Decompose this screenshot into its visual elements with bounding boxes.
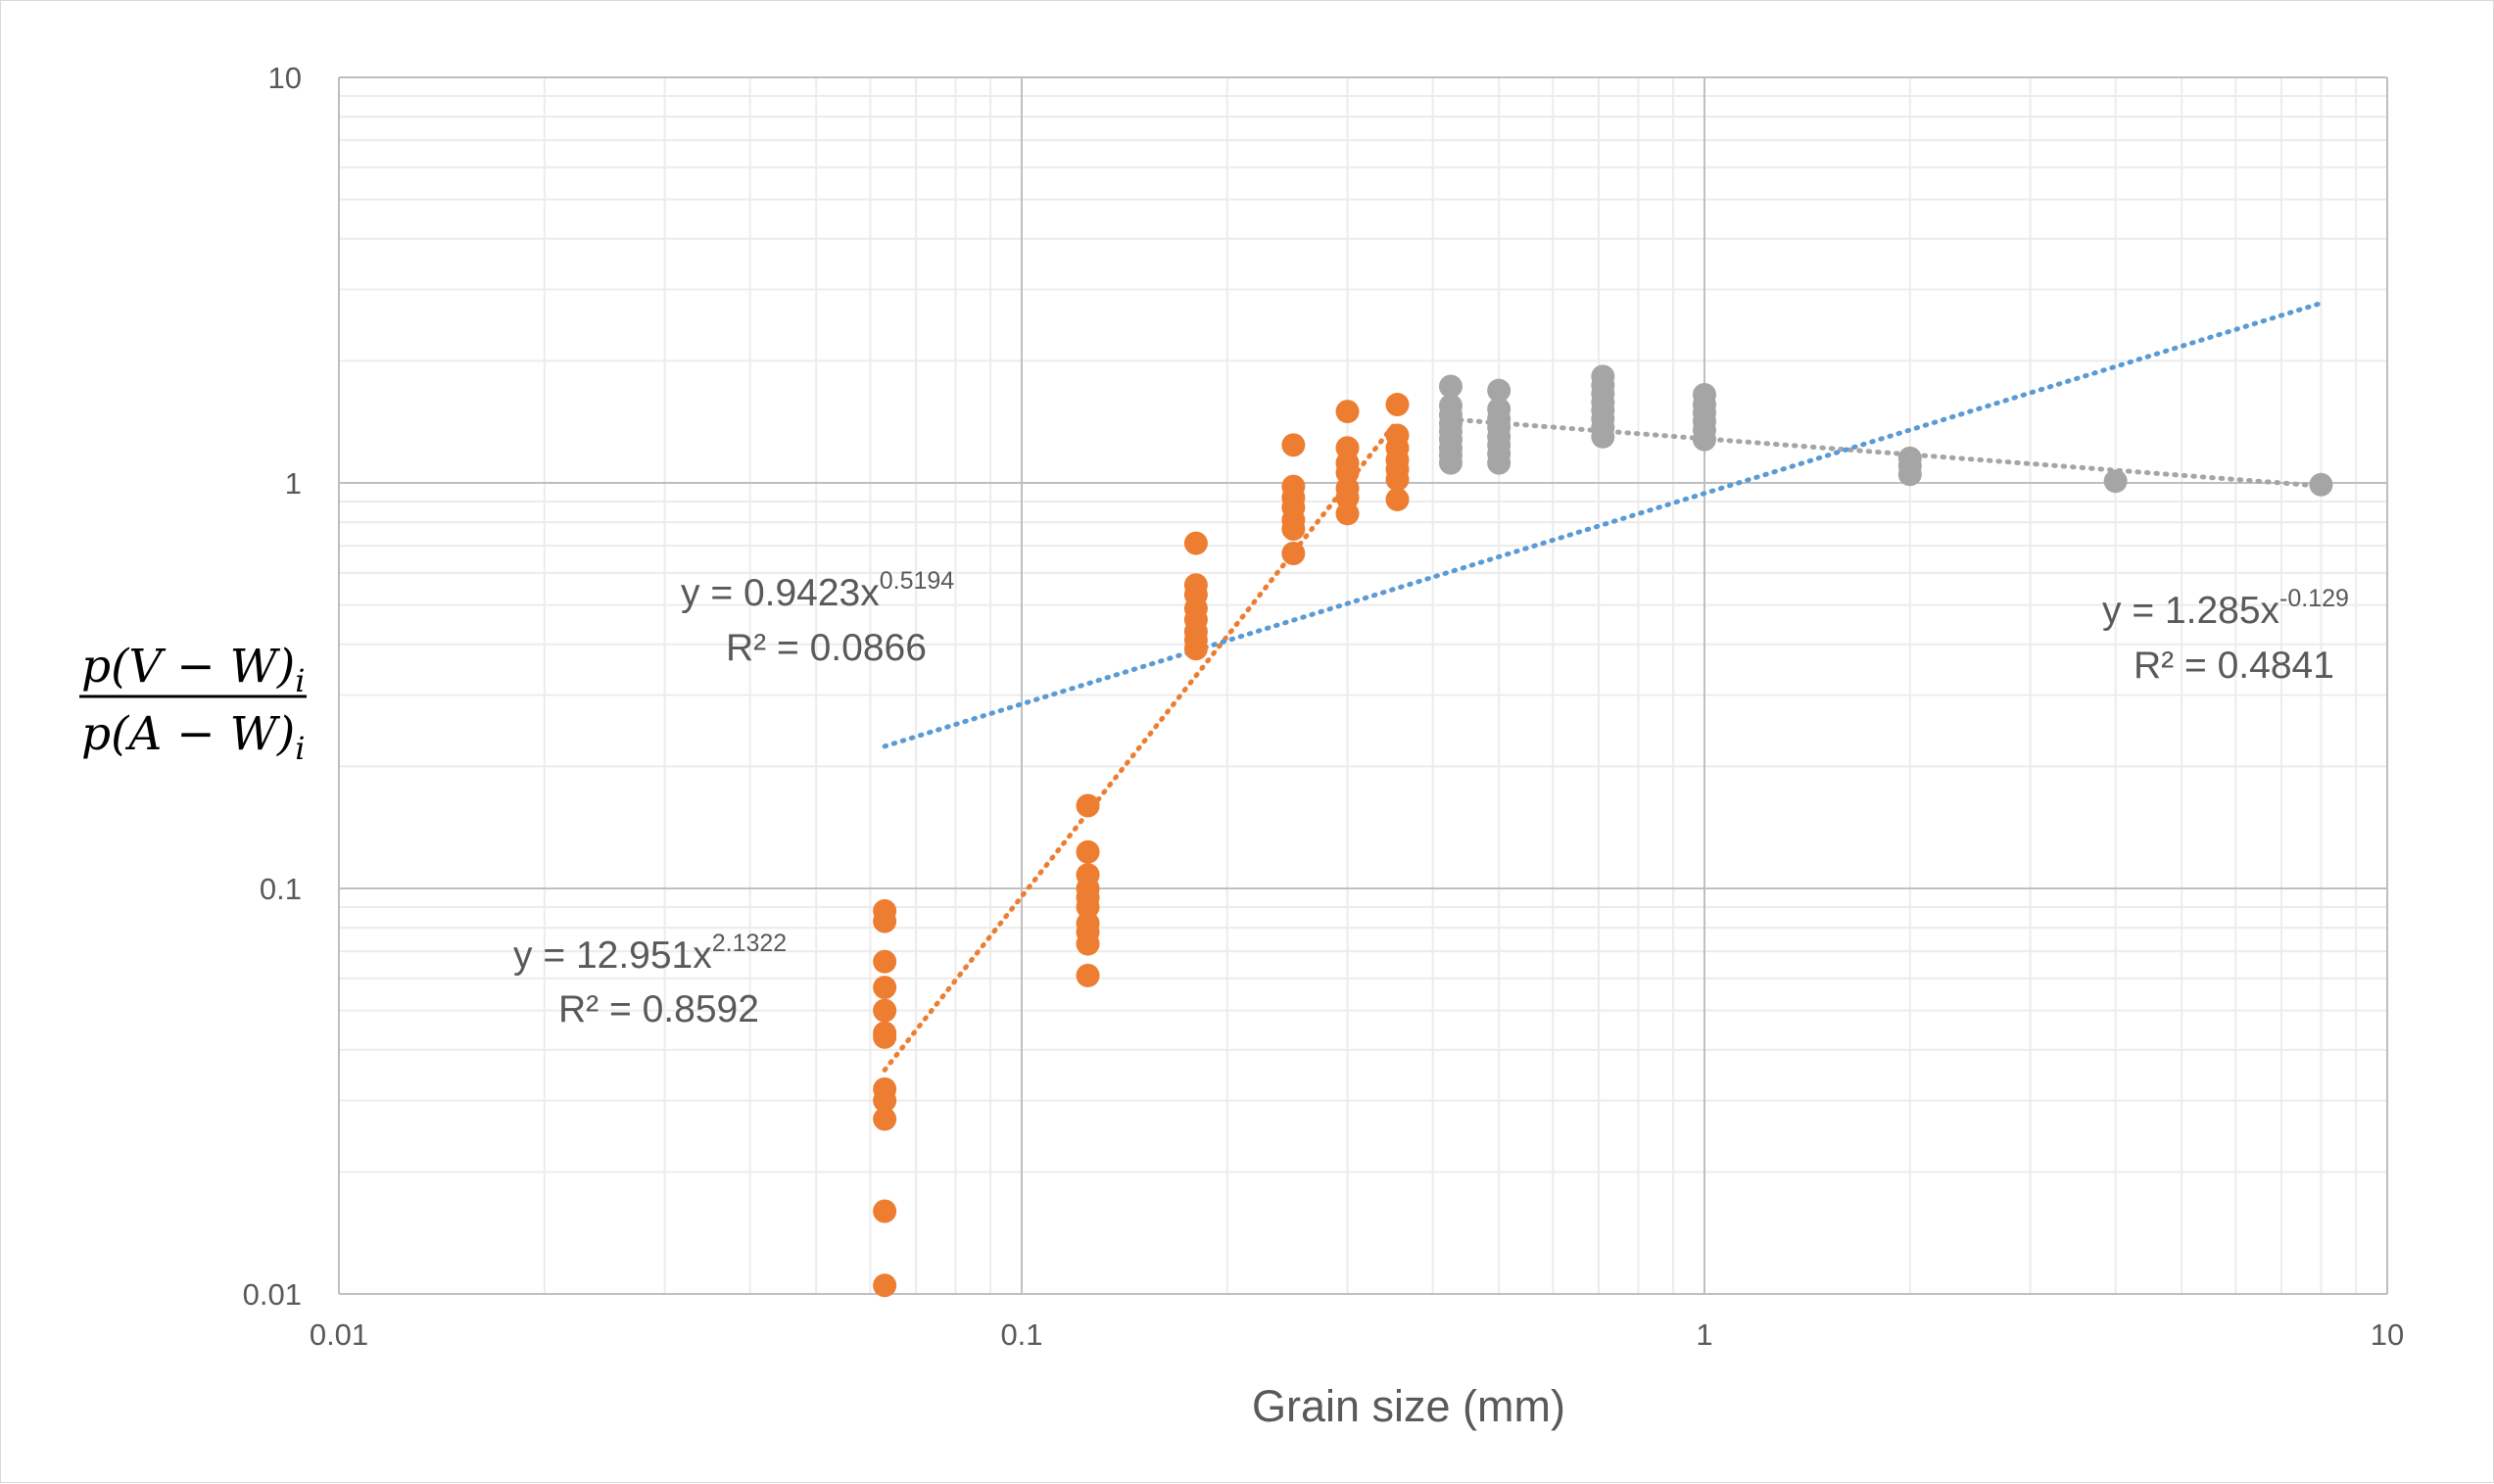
data-point-series-1	[2309, 472, 2333, 497]
trendline-series-0	[882, 418, 1401, 1073]
y-axis-title-numerator: p(V − W)i	[81, 640, 306, 699]
data-point-series-0	[873, 1273, 897, 1298]
data-point-series-0	[873, 1088, 897, 1113]
data-point-series-1	[1438, 451, 1463, 475]
x-tick-label: 0.1	[1000, 1317, 1042, 1352]
data-point-series-0	[1335, 502, 1360, 526]
data-point-series-0	[1076, 793, 1100, 818]
data-point-series-0	[873, 1025, 897, 1049]
major-gridlines	[338, 76, 2388, 1295]
data-point-series-0	[1385, 467, 1410, 492]
data-point-series-0	[1076, 894, 1100, 919]
data-point-series-1	[1897, 462, 1922, 487]
data-point-series-0	[1183, 637, 1208, 661]
y-axis-title-denominator: p(A − W)i	[81, 707, 306, 767]
blue-trend-r2: R² = 0.0866	[726, 627, 927, 669]
trendline-series-2	[882, 300, 2324, 749]
data-point-series-0	[873, 949, 897, 974]
data-point-series-1	[1438, 374, 1463, 399]
data-point-series-1	[1693, 427, 1716, 452]
data-point-series-1	[1487, 378, 1511, 403]
data-point-series-0	[873, 909, 897, 933]
gray-trend-r2: R² = 0.4841	[2134, 645, 2334, 687]
data-point-series-0	[1385, 393, 1410, 417]
data-point-series-0	[873, 1107, 897, 1131]
x-axis-tick-labels: 0.01 0.1 1 10	[310, 1317, 2404, 1352]
data-point-series-0	[1335, 400, 1360, 424]
data-points	[873, 364, 2333, 1298]
orange-trend-equation: y = 12.951x2.1322	[513, 930, 787, 977]
data-point-series-0	[1076, 839, 1100, 864]
data-point-series-0	[1183, 531, 1208, 555]
x-axis-title: Grain size (mm)	[1252, 1381, 1565, 1431]
data-point-series-1	[2103, 469, 2128, 494]
y-axis-tick-labels: 0.01 0.1 1 10	[243, 61, 302, 1312]
data-point-series-0	[873, 998, 897, 1023]
trendlines	[882, 300, 2324, 1073]
x-tick-label: 0.01	[310, 1317, 368, 1352]
data-point-series-1	[1591, 424, 1615, 449]
x-tick-label: 10	[2371, 1317, 2404, 1352]
trendline-series-1	[1448, 416, 2324, 489]
data-point-series-0	[1076, 963, 1100, 987]
y-axis-title: p(V − W)i p(A − W)i	[79, 640, 307, 767]
data-point-series-0	[873, 1199, 897, 1223]
y-tick-label: 1	[285, 466, 302, 501]
gray-trend-equation: y = 1.285x-0.129	[2102, 585, 2349, 632]
data-point-series-1	[1487, 451, 1511, 475]
blue-trend-equation: y = 0.9423x0.5194	[681, 567, 954, 614]
data-point-series-0	[1076, 932, 1100, 956]
data-point-series-0	[1281, 542, 1306, 566]
x-tick-label: 1	[1696, 1317, 1712, 1352]
data-point-series-0	[1281, 433, 1306, 457]
data-point-series-0	[873, 976, 897, 1000]
data-point-series-0	[1385, 487, 1410, 511]
y-tick-label: 10	[268, 61, 302, 95]
data-point-series-0	[1281, 516, 1306, 541]
orange-trend-r2: R² = 0.8592	[558, 988, 759, 1030]
minor-gridlines	[339, 77, 2387, 1294]
y-tick-label: 0.01	[243, 1277, 302, 1312]
y-tick-label: 0.1	[260, 872, 302, 906]
